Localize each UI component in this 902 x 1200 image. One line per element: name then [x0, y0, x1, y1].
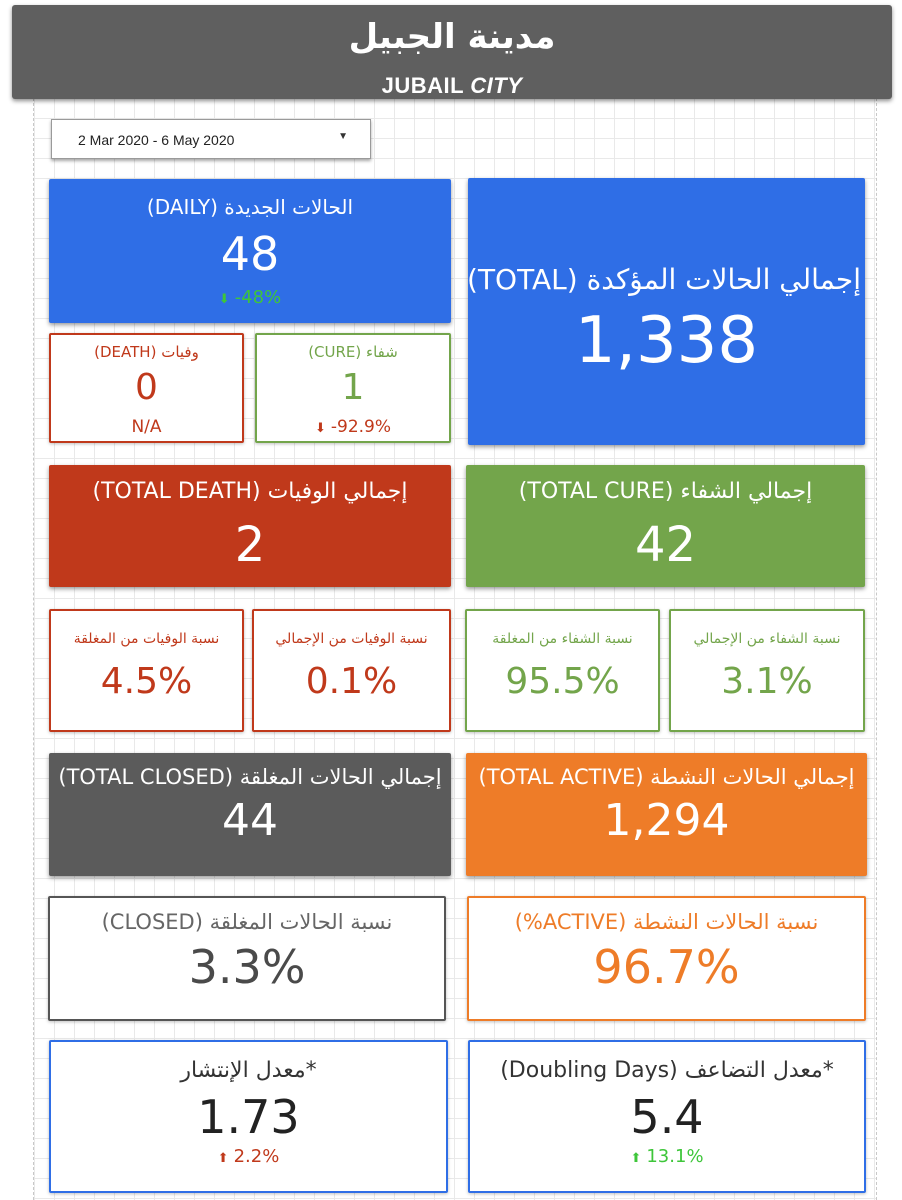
- card-value: 4.5%: [100, 661, 193, 702]
- card-daily-new-cases: الحالات الجديدة (DAILY) 48 -48%: [49, 179, 451, 323]
- card-value: 48: [220, 227, 280, 281]
- card-total-death: إجمالي الوفيات (TOTAL DEATH) 2: [49, 465, 451, 587]
- card-label: *معدل الإنتشار: [180, 1058, 317, 1083]
- card-doubling-days: *معدل التضاعف (Doubling Days) 5.4 13.1%: [468, 1040, 866, 1193]
- card-death-of-closed: نسبة الوفيات من المغلقة 4.5%: [49, 609, 244, 732]
- card-label: شفاء (CURE): [308, 343, 398, 361]
- card-delta: -92.9%: [257, 417, 449, 437]
- arrow-down-icon: [219, 287, 235, 308]
- card-value: 0: [135, 367, 158, 408]
- card-delta: 2.2%: [51, 1146, 446, 1167]
- card-cure-of-total: نسبة الشفاء من الإجمالي 3.1%: [669, 609, 865, 732]
- card-value: 42: [634, 517, 697, 573]
- card-value: 1,338: [574, 304, 759, 378]
- page-header: مدينة الجبيل JUBAIL CITY: [12, 5, 892, 99]
- card-label: نسبة الوفيات من المغلقة: [73, 631, 220, 647]
- card-label: وفيات (DEATH): [94, 343, 199, 361]
- chevron-down-icon: ▼: [338, 131, 348, 142]
- card-total-confirmed: إجمالي الحالات المؤكدة (TOTAL) 1,338: [467, 178, 865, 445]
- card-death-of-total: نسبة الوفيات من الإجمالي 0.1%: [252, 609, 451, 732]
- card-label: نسبة الحالات المغلقة (CLOSED): [101, 910, 393, 934]
- card-cure-of-closed: نسبة الشفاء من المغلقة 95.5%: [465, 609, 660, 732]
- card-value: 1: [341, 367, 365, 408]
- card-delta: 13.1%: [470, 1146, 864, 1167]
- card-daily-death: وفيات (DEATH) 0 N/A: [49, 333, 244, 443]
- card-value: 3.3%: [188, 940, 306, 994]
- card-label: إجمالي الحالات النشطة (TOTAL ACTIVE): [478, 765, 855, 789]
- card-label: نسبة الشفاء من الإجمالي: [693, 631, 841, 647]
- card-total-closed: إجمالي الحالات المغلقة (TOTAL CLOSED) 44: [49, 753, 451, 876]
- page-title-arabic: مدينة الجبيل: [348, 17, 556, 57]
- card-label: نسبة الشفاء من المغلقة: [492, 631, 633, 647]
- card-value: 1.73: [197, 1090, 300, 1144]
- card-label: نسبة الوفيات من الإجمالي: [275, 631, 428, 647]
- date-range-value: 2 Mar 2020 - 6 May 2020: [78, 132, 235, 148]
- card-active-percentage: نسبة الحالات النشطة (ACTIVE%) 96.7%: [467, 896, 866, 1021]
- card-label: إجمالي الحالات المغلقة (TOTAL CLOSED): [58, 765, 442, 789]
- card-delta: -48%: [49, 287, 451, 308]
- card-total-cure: إجمالي الشفاء (TOTAL CURE) 42: [466, 465, 865, 587]
- card-daily-cure: شفاء (CURE) 1 -92.9%: [255, 333, 451, 443]
- page-title-english: JUBAIL CITY: [381, 73, 523, 98]
- card-value: 1,294: [603, 795, 730, 846]
- card-value: 3.1%: [721, 661, 813, 702]
- card-sub: N/A: [131, 417, 162, 437]
- card-label: *معدل التضاعف (Doubling Days): [500, 1058, 834, 1083]
- card-value: 44: [222, 795, 278, 846]
- card-label: الحالات الجديدة (DAILY): [146, 195, 354, 219]
- arrow-up-icon: [218, 1146, 234, 1167]
- card-total-active: إجمالي الحالات النشطة (TOTAL ACTIVE) 1,2…: [466, 753, 867, 876]
- card-label: إجمالي الشفاء (TOTAL CURE): [518, 479, 813, 504]
- card-closed-percentage: نسبة الحالات المغلقة (CLOSED) 3.3%: [48, 896, 446, 1021]
- card-label: نسبة الحالات النشطة (ACTIVE%): [514, 910, 819, 934]
- card-label: إجمالي الوفيات (TOTAL DEATH): [92, 479, 408, 504]
- card-value: 95.5%: [505, 661, 620, 702]
- card-value: 0.1%: [305, 661, 398, 702]
- arrow-down-icon: [315, 417, 331, 437]
- card-value: 5.4: [630, 1090, 704, 1144]
- date-range-picker[interactable]: 2 Mar 2020 - 6 May 2020 ▼: [51, 119, 371, 159]
- arrow-up-icon: [630, 1146, 646, 1167]
- card-spread-rate: *معدل الإنتشار 1.73 2.2%: [49, 1040, 448, 1193]
- card-label: إجمالي الحالات المؤكدة (TOTAL): [467, 263, 861, 296]
- card-value: 2: [234, 517, 266, 573]
- card-value: 96.7%: [593, 940, 740, 994]
